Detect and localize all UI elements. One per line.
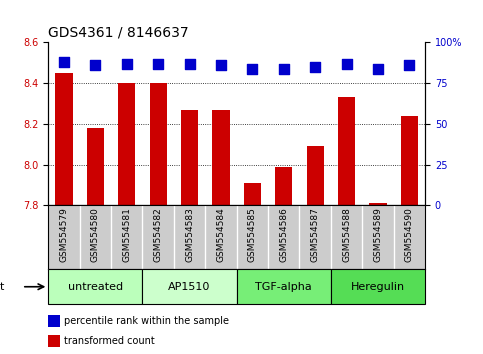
Text: TGF-alpha: TGF-alpha <box>256 282 312 292</box>
Point <box>60 59 68 65</box>
Point <box>406 62 413 68</box>
Text: agent: agent <box>0 282 5 292</box>
Text: GSM554588: GSM554588 <box>342 207 351 262</box>
Text: GSM554579: GSM554579 <box>59 207 69 262</box>
Bar <box>331 269 425 304</box>
Text: untreated: untreated <box>68 282 123 292</box>
Text: percentile rank within the sample: percentile rank within the sample <box>64 316 229 326</box>
Bar <box>150 83 167 205</box>
Bar <box>307 146 324 205</box>
Bar <box>401 116 418 205</box>
Text: GSM554581: GSM554581 <box>122 207 131 262</box>
Text: GSM554587: GSM554587 <box>311 207 320 262</box>
Bar <box>48 269 142 304</box>
Text: GSM554583: GSM554583 <box>185 207 194 262</box>
Bar <box>56 73 72 205</box>
Point <box>92 62 99 68</box>
Text: transformed count: transformed count <box>64 336 155 346</box>
Point <box>374 66 382 72</box>
Text: GSM554580: GSM554580 <box>91 207 100 262</box>
Text: GSM554584: GSM554584 <box>216 207 226 262</box>
Bar <box>142 269 237 304</box>
Point <box>280 66 288 72</box>
Point <box>155 61 162 67</box>
Bar <box>338 97 355 205</box>
Text: AP1510: AP1510 <box>169 282 211 292</box>
Point <box>249 66 256 72</box>
Text: GDS4361 / 8146637: GDS4361 / 8146637 <box>48 26 189 40</box>
Bar <box>213 110 229 205</box>
Text: GSM554585: GSM554585 <box>248 207 257 262</box>
Point <box>217 62 225 68</box>
Bar <box>369 203 386 205</box>
Text: GSM554586: GSM554586 <box>279 207 288 262</box>
Point <box>123 61 131 67</box>
Point <box>312 64 319 70</box>
Text: Heregulin: Heregulin <box>351 282 405 292</box>
Bar <box>118 83 135 205</box>
Bar <box>244 183 261 205</box>
Bar <box>181 110 198 205</box>
Bar <box>237 269 331 304</box>
Text: GSM554589: GSM554589 <box>373 207 383 262</box>
Bar <box>87 128 104 205</box>
Text: GSM554582: GSM554582 <box>154 207 163 262</box>
Point <box>343 61 351 67</box>
Text: GSM554590: GSM554590 <box>405 207 414 262</box>
Point <box>186 61 194 67</box>
Bar <box>275 167 292 205</box>
